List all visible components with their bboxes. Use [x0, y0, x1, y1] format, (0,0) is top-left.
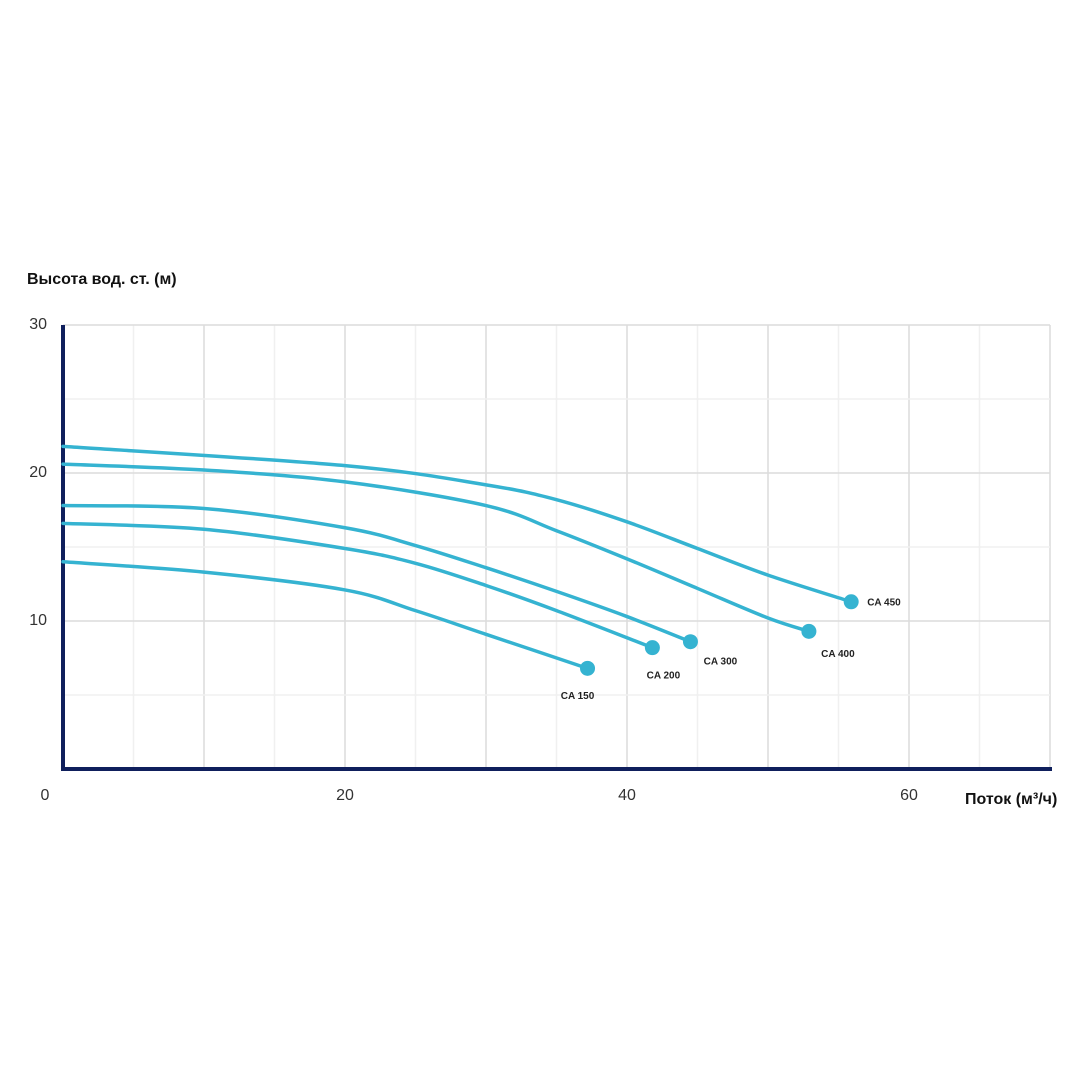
series-label: CA 400	[821, 649, 855, 660]
end-point	[801, 623, 817, 639]
x-tick-label: 0	[41, 787, 50, 804]
line	[61, 444, 853, 604]
y-tick-label: 30	[29, 316, 47, 333]
y-tick-label: 10	[29, 612, 47, 629]
line	[61, 521, 655, 650]
end-point	[843, 594, 859, 610]
line	[61, 560, 590, 671]
x-tick-label: 60	[900, 787, 918, 804]
end-point	[682, 634, 698, 650]
series-label: CA 450	[867, 597, 901, 608]
y-tick-label: 20	[29, 464, 47, 481]
end-point	[580, 660, 596, 676]
series-label: CA 150	[561, 691, 595, 702]
line	[61, 503, 693, 644]
x-axis-title: Поток (м³/ч)	[965, 791, 1057, 808]
x-tick-label: 40	[618, 787, 636, 804]
line	[61, 462, 811, 634]
series-label: CA 200	[647, 670, 681, 681]
end-point	[644, 640, 660, 656]
series-label: CA 300	[704, 656, 738, 667]
y-axis-title: Высота вод. ст. (м)	[27, 271, 177, 288]
x-tick-label: 20	[336, 787, 354, 804]
